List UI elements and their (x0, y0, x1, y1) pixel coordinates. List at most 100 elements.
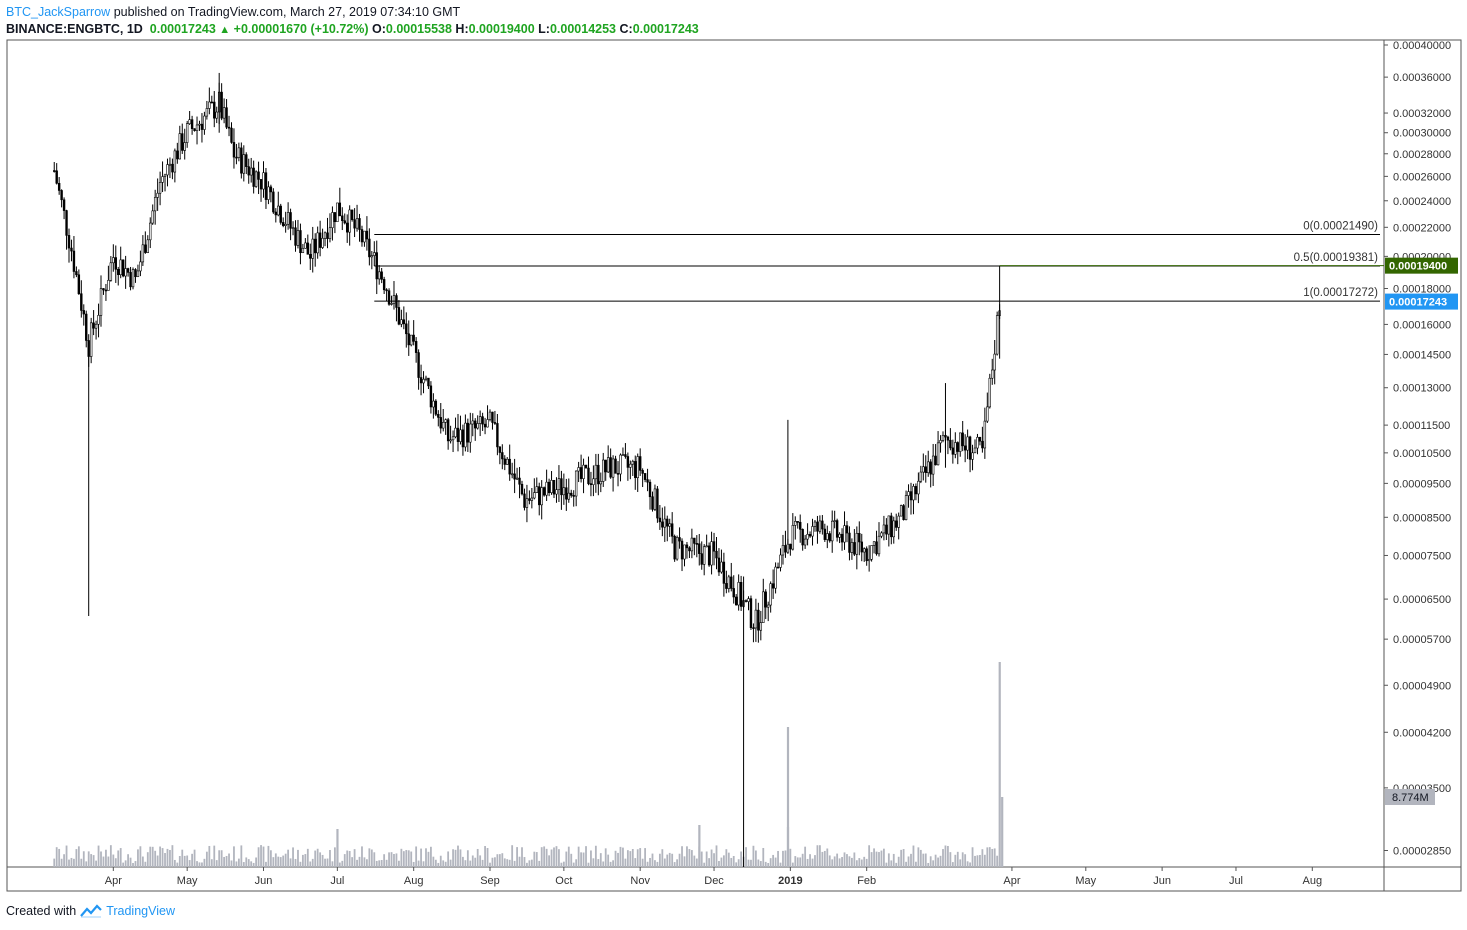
volume-bar (538, 860, 541, 867)
volume-bar (902, 849, 905, 867)
volume-bar (917, 847, 920, 867)
volume-bar (577, 846, 580, 867)
x-tick-label: Nov (630, 875, 650, 887)
candle-body (565, 487, 568, 500)
y-tick-label: 0.00013000 (1393, 383, 1451, 395)
volume-bar (134, 861, 137, 867)
candle-body (993, 353, 996, 371)
candle-body (355, 218, 359, 229)
volume-bar (169, 850, 171, 867)
volume-bar (811, 858, 814, 867)
volume-bar (348, 851, 351, 867)
volume-bar (624, 858, 627, 867)
volume-bar (117, 850, 120, 867)
candle-body (848, 532, 851, 553)
candle-body (668, 523, 671, 527)
volume-bar (498, 854, 501, 867)
volume-bar (836, 853, 839, 867)
candle-body (604, 459, 607, 473)
volume-bar (976, 855, 979, 867)
candle-body (215, 111, 218, 119)
candle-body (801, 529, 804, 546)
price-tag (1385, 293, 1458, 310)
candle-body (547, 481, 551, 494)
volume-bar (257, 847, 260, 867)
volume-bar (319, 852, 322, 867)
volume-bar (466, 850, 469, 867)
candle-body (141, 244, 145, 263)
volume-bar (462, 856, 464, 867)
candle-body (523, 493, 526, 508)
candle-body (887, 515, 891, 535)
candle-body (397, 307, 401, 325)
y-tick-label: 0.00024000 (1393, 196, 1451, 208)
candle-body (919, 471, 923, 482)
candle-body (104, 289, 108, 292)
candle-body (594, 464, 598, 480)
candle-body (114, 257, 117, 270)
volume-bar (678, 853, 681, 867)
volume-bar (769, 858, 772, 867)
volume-bar (671, 853, 674, 867)
candle-body (774, 566, 777, 589)
candle-body (412, 334, 415, 342)
volume-bar (178, 855, 181, 867)
candle-body (483, 423, 487, 428)
volume-bar (708, 858, 711, 867)
candle-body (648, 481, 652, 498)
candle-body (269, 186, 273, 193)
candle-body (771, 583, 775, 589)
volume-bar (274, 853, 277, 867)
volume-bar (395, 853, 398, 867)
volume-bar (831, 859, 834, 867)
volume-bar (68, 859, 70, 867)
volume-bar (619, 846, 622, 867)
candle-body (80, 293, 83, 311)
volume-bar (629, 851, 632, 867)
candle-body (702, 546, 706, 565)
candle-body (168, 163, 172, 166)
candle-body (213, 101, 216, 119)
candle-body (446, 419, 450, 442)
volume-bar (422, 861, 425, 867)
volume-bar (122, 862, 125, 867)
candle-body (513, 473, 516, 480)
candle-body (882, 524, 886, 534)
candle-body (254, 171, 258, 187)
y-tick-label: 0.00005700 (1393, 634, 1451, 646)
volume-bar (444, 861, 447, 867)
candle-body (914, 486, 918, 495)
candle-body (245, 154, 248, 167)
volume-bar (215, 860, 218, 867)
candle-body (89, 322, 93, 357)
volume-bar (713, 853, 715, 867)
candle-body (737, 581, 740, 606)
candle-body (432, 400, 435, 408)
volume-bar (932, 860, 935, 867)
volume-bar (759, 861, 762, 867)
volume-spike-bar (698, 825, 701, 867)
volume-bar (841, 857, 843, 867)
candle-body (552, 479, 556, 495)
volume-bar (331, 861, 334, 867)
author-link[interactable]: BTC_JackSparrow (6, 5, 111, 19)
volume-bar (186, 855, 189, 867)
volume-bar (937, 857, 939, 867)
volume-bar (779, 862, 782, 867)
candle-body (870, 545, 873, 560)
candle-body (557, 478, 561, 490)
candle-body (55, 170, 58, 184)
volume-bar (225, 855, 228, 867)
candle-body (235, 156, 238, 159)
candle-body (102, 288, 105, 291)
candle-body (646, 479, 649, 483)
volume-bar (459, 849, 462, 867)
candle-body (326, 232, 329, 239)
volume-bar (287, 849, 290, 867)
tradingview-link[interactable]: TradingView (106, 904, 175, 918)
volume-bar (213, 845, 216, 867)
volume-bar (208, 845, 211, 867)
volume-bar (885, 862, 888, 867)
volume-bar (868, 845, 871, 867)
